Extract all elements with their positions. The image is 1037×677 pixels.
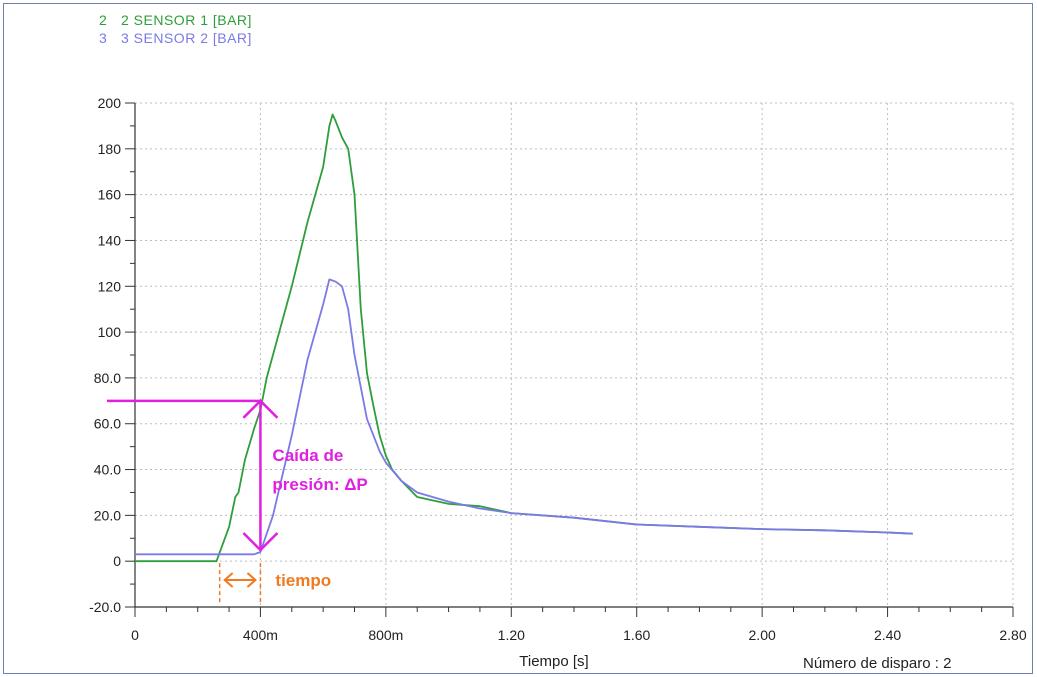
y-tick-label: 180 [98, 141, 122, 157]
time-label: tiempo [275, 571, 331, 590]
x-axis-label: Tiempo [s] [519, 653, 588, 670]
y-tick-label: 100 [98, 324, 122, 340]
x-tick-label: 2.40 [874, 627, 901, 643]
y-tick-label: 140 [98, 232, 122, 248]
x-tick-label: 800m [368, 627, 403, 643]
x-tick-label: 400m [243, 627, 278, 643]
series-line-sensor-2 [135, 278, 913, 556]
series-lines [135, 113, 913, 563]
plot-window: 2 2 SENSOR 1 [BAR] 3 3 SENSOR 2 [BAR] [3, 3, 1033, 674]
pressure-drop-arrow-head-bottom [242, 532, 279, 552]
time-arrow-head-left [223, 572, 234, 588]
x-tick-label: 0 [131, 627, 139, 643]
y-tick-label: 60.0 [94, 416, 121, 432]
y-tick-label: 80.0 [94, 370, 121, 386]
pressure-drop-label-line2: presión: ΔP [272, 475, 367, 494]
y-tick-label: 120 [98, 278, 122, 294]
pressure-drop-arrow-head-top [242, 399, 279, 419]
pressure-drop-label-line1: Caída de [272, 446, 343, 465]
legend-number: 3 [99, 30, 108, 46]
grid [135, 102, 1014, 608]
shot-number-label: Número de disparo : 2 [803, 655, 952, 672]
y-tick-label: 40.0 [94, 462, 121, 478]
y-tick-label: -20.0 [89, 599, 121, 615]
x-tick-label: 1.20 [498, 627, 525, 643]
axes: 200 180 160 140 120 100 80.0 60.0 40.0 20.0 0 -20.0… [89, 95, 1027, 670]
series-line-sensor-1 [135, 113, 913, 563]
y-tick-label: 200 [98, 95, 122, 111]
legend-label: 2 SENSOR 1 [BAR] [121, 12, 252, 28]
y-tick-label: 0 [113, 553, 121, 569]
x-tick-label: 2.00 [749, 627, 776, 643]
y-tick-label: 20.0 [94, 507, 121, 523]
y-tick-label: 160 [98, 187, 122, 203]
x-tick-label: 1.60 [623, 627, 650, 643]
annotations: Caída de presión: ΔP tiempo [107, 399, 368, 605]
time-arrow-head-right [246, 572, 257, 588]
x-tick-label: 2.80 [999, 627, 1026, 643]
legend-label: 3 SENSOR 2 [BAR] [121, 30, 252, 46]
legend-number: 2 [99, 12, 108, 28]
